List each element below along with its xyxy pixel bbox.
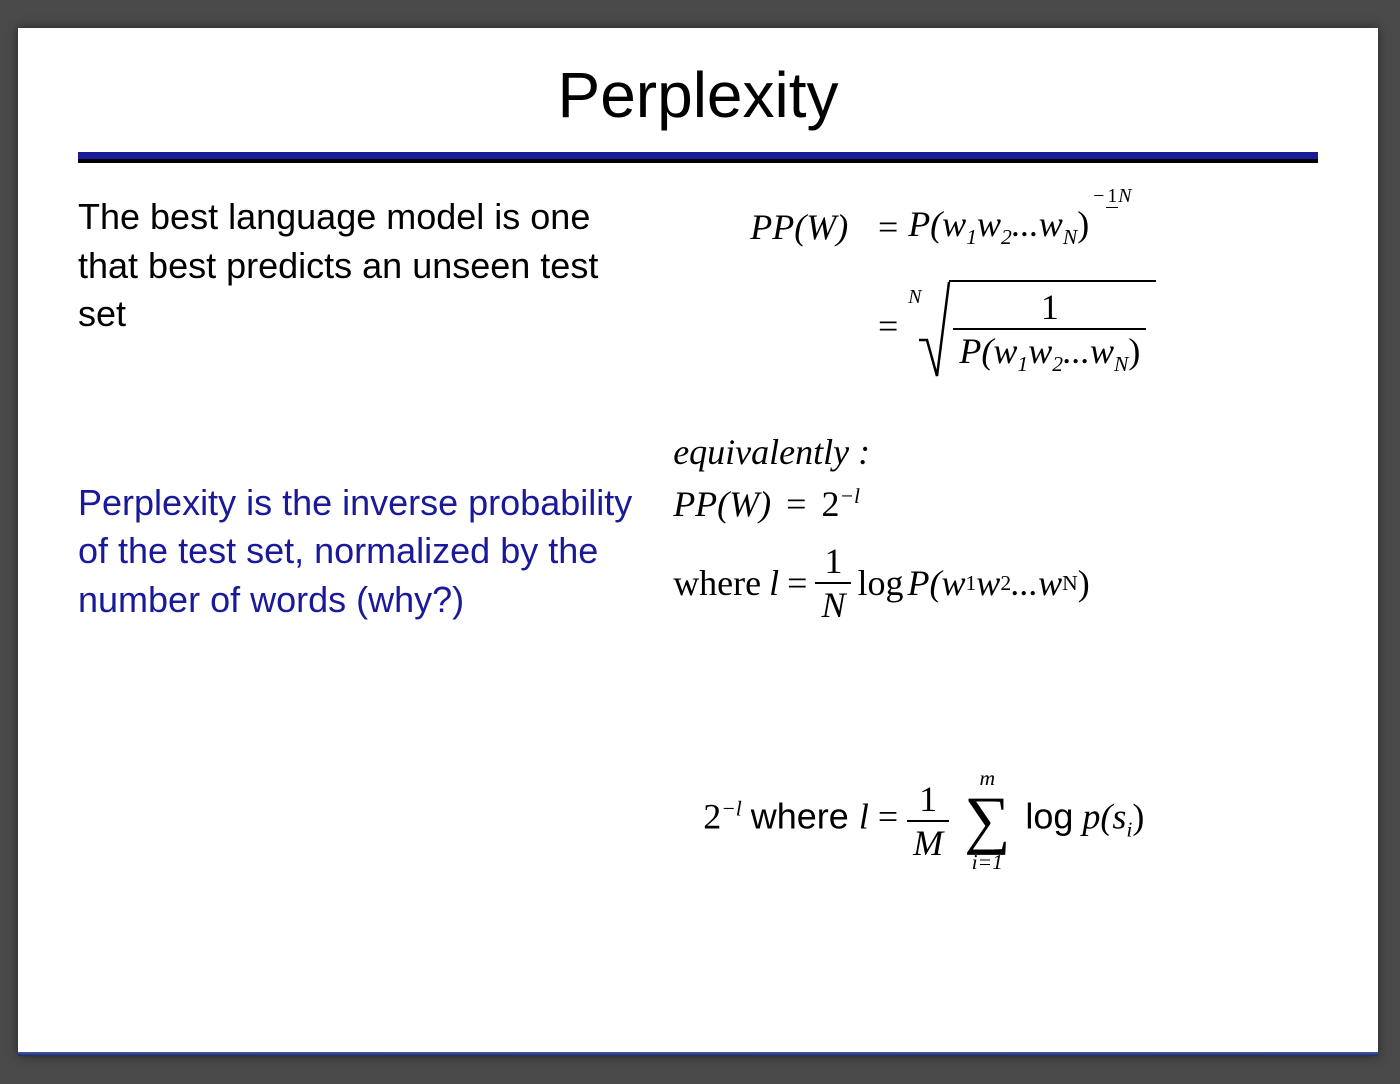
- paragraph-1: The best language model is one that best…: [78, 193, 653, 339]
- eq2-rhs: N 1 P(w1w2...wN): [908, 270, 1156, 381]
- eq5-two: 2: [703, 797, 721, 837]
- eq1-close: ): [1077, 204, 1089, 244]
- eq2-den-sub1: 1: [1017, 352, 1028, 376]
- eq1-sub2: 2: [1001, 225, 1012, 249]
- eq4-log: log: [857, 562, 903, 604]
- equation-pp-root: = N 1 P(w1w2...wN): [673, 270, 1318, 381]
- equation-bottom: 2−l where l = 1 M m ∑ i=1 log p(si): [673, 766, 1318, 874]
- title-rule: [78, 152, 1318, 163]
- eq1-P: P(w: [908, 204, 966, 244]
- eq4-close: ): [1078, 562, 1090, 604]
- eq4-sub2: 2: [1000, 571, 1011, 596]
- content-area: The best language model is one that best…: [18, 193, 1378, 875]
- eq2-den-P: P(w: [959, 331, 1017, 371]
- eq4-frac-num: 1: [815, 540, 851, 584]
- eq2-den-close: ): [1128, 331, 1140, 371]
- eq2-den-w2: w: [1028, 331, 1052, 371]
- eq4-sub1: 1: [966, 571, 977, 596]
- eq2-op: =: [868, 305, 908, 347]
- eq1-lhs: PP(W): [673, 206, 868, 248]
- eq5-l: l: [859, 797, 869, 837]
- eq5-log: log: [1025, 796, 1073, 837]
- eq1-exp-den: N: [1118, 185, 1131, 207]
- eq3-lhs: PP(W): [673, 484, 771, 524]
- eq1-exp-minus: −: [1093, 185, 1104, 208]
- eq2-den-subN: N: [1114, 352, 1128, 376]
- eq5-exp: −l: [721, 797, 742, 821]
- eq2-frac-num: 1: [953, 286, 1146, 330]
- eq4-frac-den: N: [815, 584, 851, 626]
- eq1-rhs: P(w1w2...wN)−1N: [908, 203, 1131, 250]
- equation-pp-power: PP(W) = P(w1w2...wN)−1N: [673, 203, 1318, 250]
- eq5-frac-num: 1: [907, 778, 949, 822]
- bottom-bar: [18, 1052, 1378, 1056]
- eq4-l: l: [769, 562, 779, 604]
- eq1-subN: N: [1063, 225, 1077, 249]
- eq5-p: p(s: [1073, 797, 1126, 837]
- eq1-exponent: −1N: [1093, 184, 1131, 208]
- left-column: The best language model is one that best…: [78, 193, 673, 875]
- eq4-dots: ...w: [1011, 562, 1062, 604]
- equation-pp-2l: PP(W) = 2−l: [673, 483, 1318, 525]
- eq2-den-sub2: 2: [1052, 352, 1063, 376]
- eq4-w2: w: [976, 562, 1000, 604]
- eq5-fraction: 1 M: [907, 778, 949, 864]
- eq4-fraction: 1 N: [815, 540, 851, 626]
- eq5-summation: m ∑ i=1: [964, 766, 1010, 874]
- eq2-frac-den: P(w1w2...wN): [953, 330, 1146, 377]
- eq4-where: where: [673, 562, 761, 604]
- eq4-eq: =: [787, 562, 807, 604]
- equivalently-label: equivalently :: [673, 431, 1318, 473]
- eq5-close: ): [1132, 797, 1144, 837]
- eq5-eq: =: [878, 797, 907, 837]
- eq1-dots: ...w: [1012, 204, 1063, 244]
- eq3-base: 2: [821, 484, 839, 524]
- eq1-sub1: 1: [966, 225, 977, 249]
- eq1-op: =: [868, 206, 908, 248]
- eq5-frac-den: M: [907, 822, 949, 864]
- eq1-w2: w: [977, 204, 1001, 244]
- eq2-root: N 1 P(w1w2...wN): [908, 280, 1156, 381]
- eq2-radicand: 1 P(w1w2...wN): [949, 280, 1156, 381]
- slide: Perplexity The best language model is on…: [18, 28, 1378, 1056]
- eq3-eq: =: [786, 484, 806, 524]
- eq4-subN: N: [1062, 571, 1078, 596]
- eq5-where: where: [751, 796, 859, 837]
- radical-icon: [917, 280, 951, 378]
- eq4-P: P(w: [908, 562, 966, 604]
- eq1-exp-num: 1: [1106, 185, 1118, 208]
- eq2-den-dots: ...w: [1063, 331, 1114, 371]
- eq5-sum-symbol: ∑: [964, 791, 1010, 849]
- slide-title: Perplexity: [18, 58, 1378, 132]
- equation-where-l: where l = 1 N log P(w1w2...wN): [673, 540, 1318, 626]
- right-column: PP(W) = P(w1w2...wN)−1N = N 1: [673, 193, 1318, 875]
- eq3-exp: −l: [839, 484, 860, 508]
- paragraph-2: Perplexity is the inverse probability of…: [78, 479, 653, 625]
- eq2-fraction: 1 P(w1w2...wN): [953, 286, 1146, 377]
